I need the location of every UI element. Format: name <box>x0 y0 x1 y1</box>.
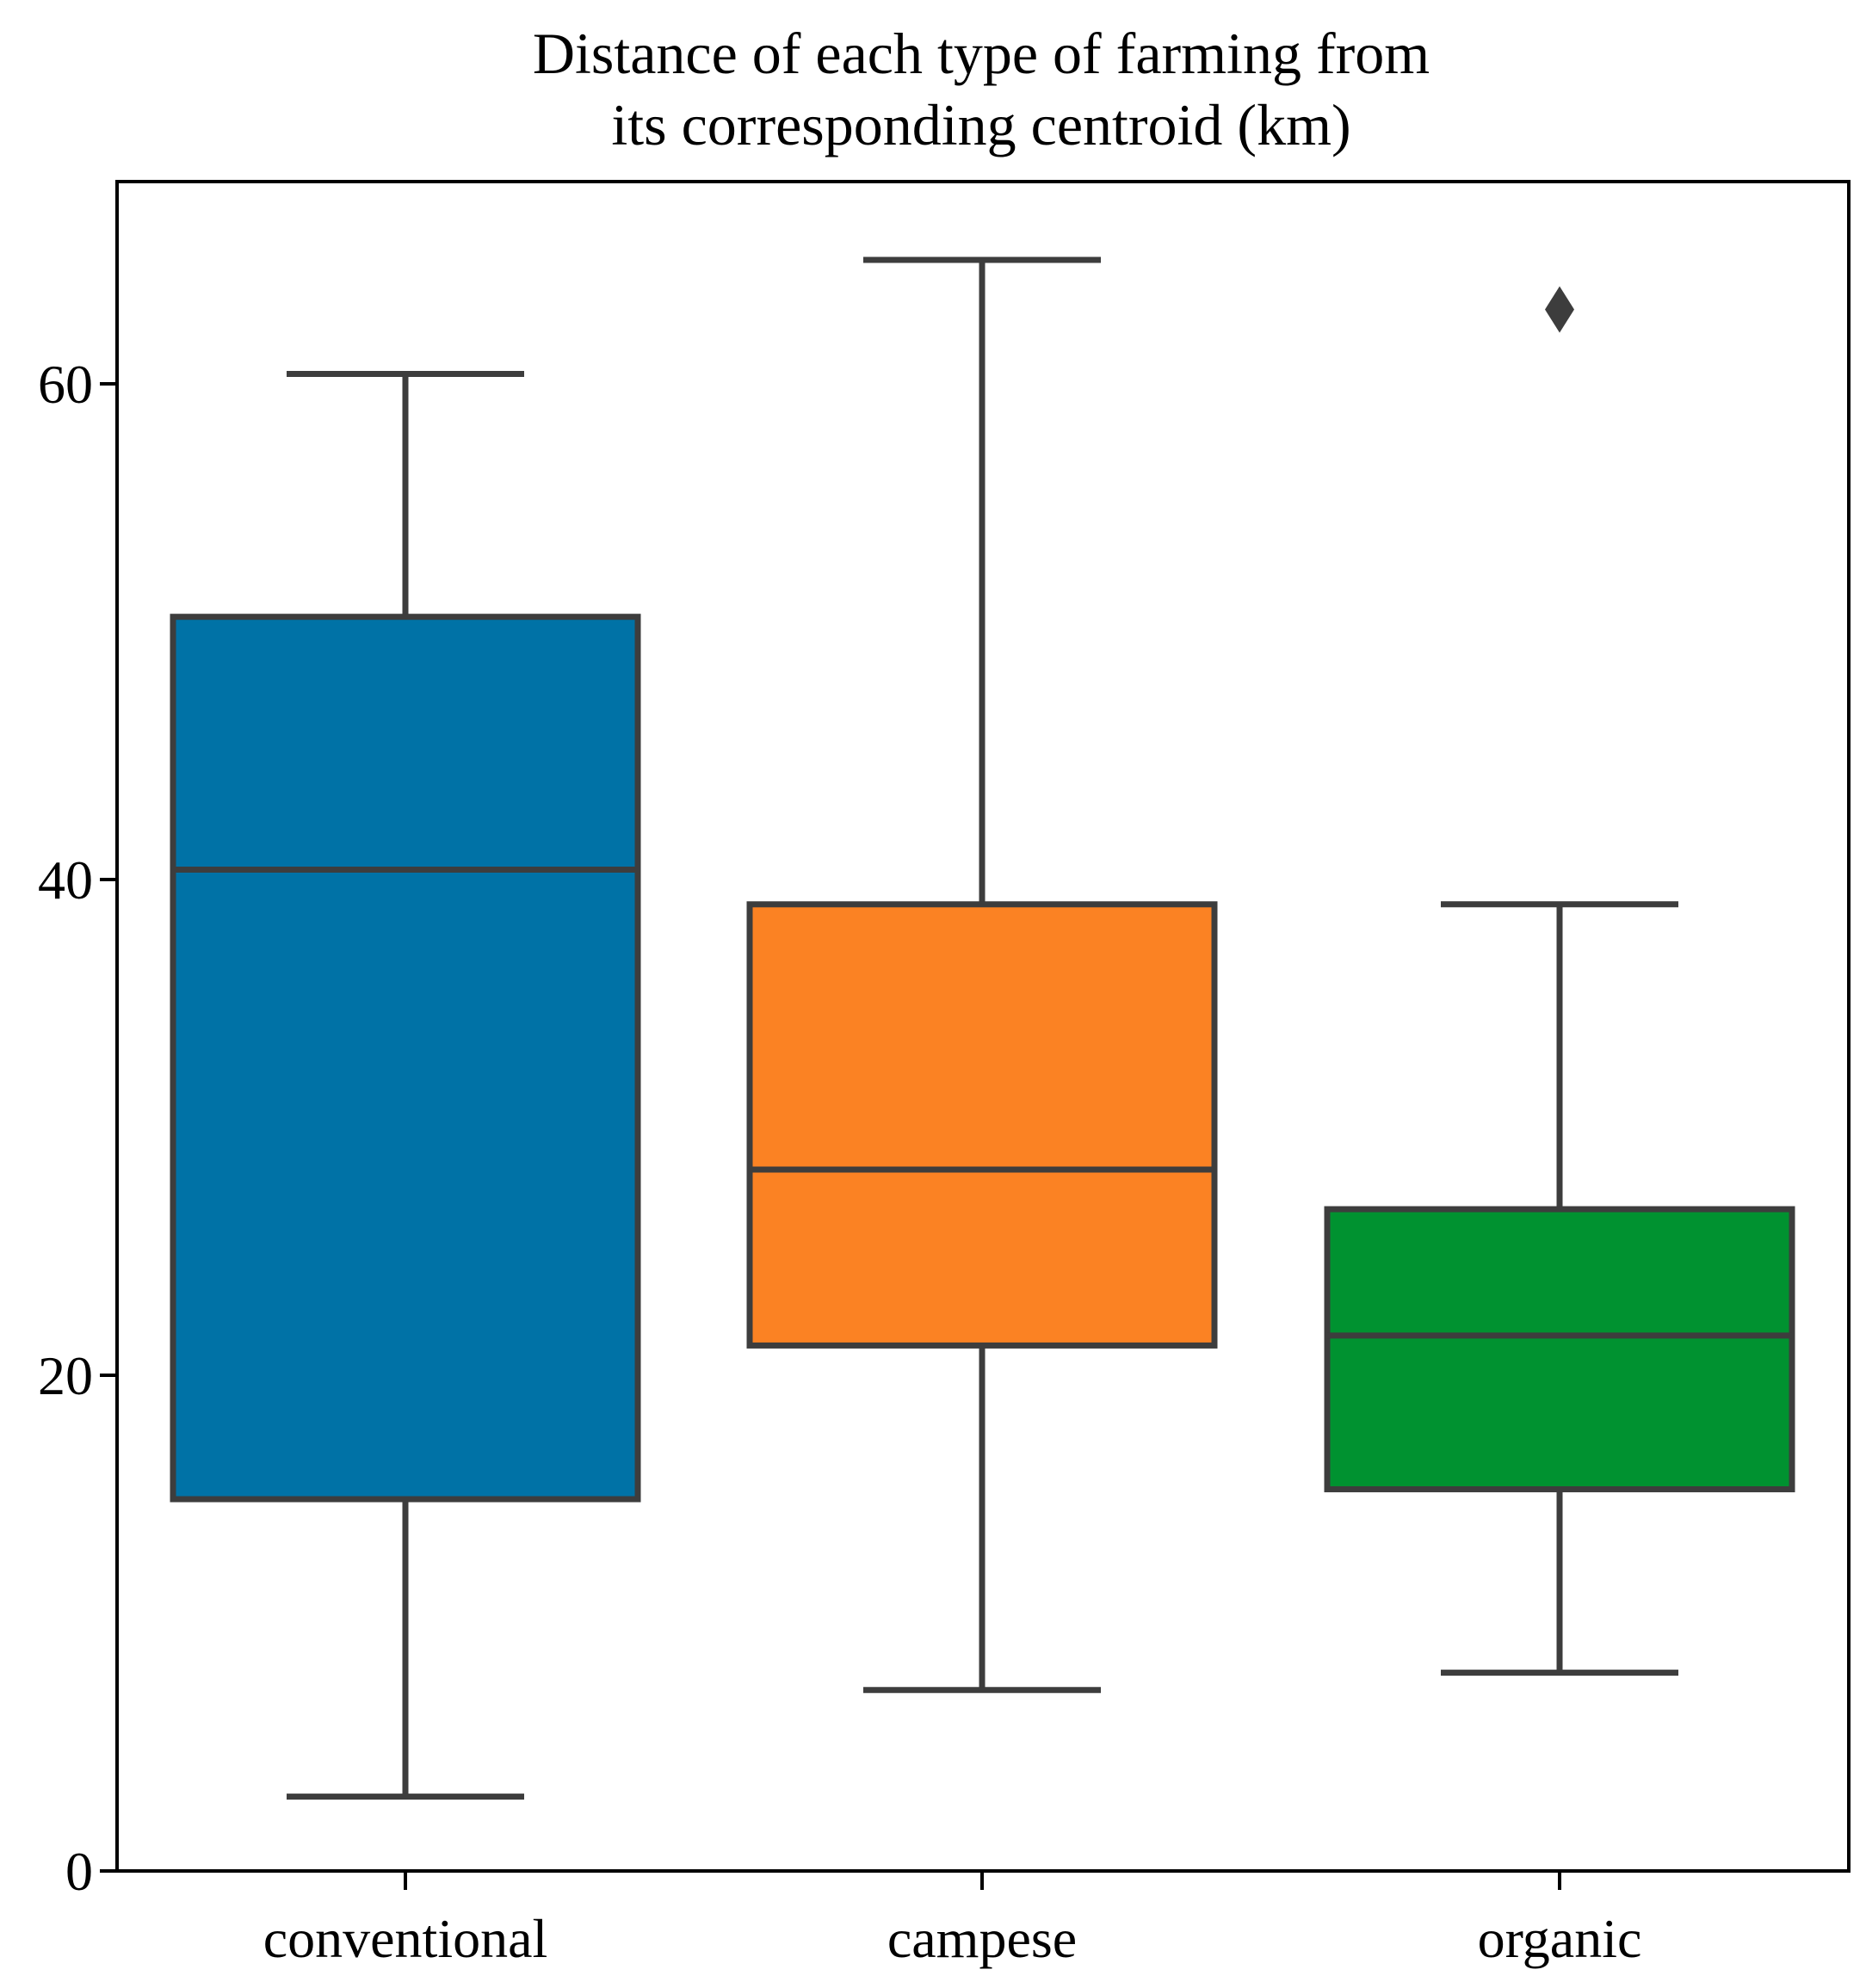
box-campese <box>746 901 1218 1349</box>
y-tick-label: 0 <box>65 1841 93 1902</box>
y-tick-label: 60 <box>38 354 93 415</box>
plot-area: 0 20 40 60 conventional campese organic <box>38 256 1795 1969</box>
chart-title-line-1: Distance of each type of farming from <box>533 21 1430 86</box>
y-tick-label: 40 <box>38 849 93 911</box>
x-tick-label-organic: organic <box>1478 1908 1642 1969</box>
outlier-point-organic <box>1545 286 1574 333</box>
plot-frame <box>115 180 1851 1873</box>
y-tick-label: 20 <box>38 1345 93 1406</box>
box-organic <box>1324 1206 1795 1492</box>
x-tick-label-conventional: conventional <box>263 1908 548 1969</box>
chart-title-line-2: its corresponding centroid (km) <box>611 92 1350 157</box>
x-tick-label-campese: campese <box>887 1908 1077 1969</box>
box-conventional <box>170 614 641 1503</box>
